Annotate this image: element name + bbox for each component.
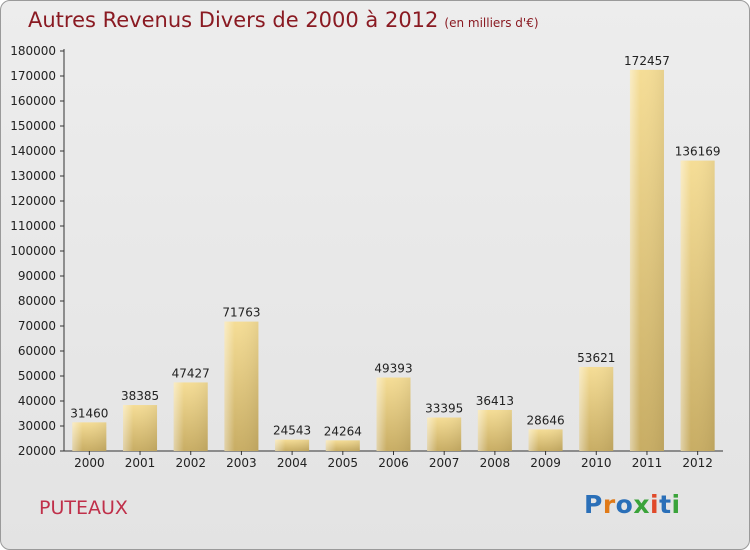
data-label: 31460 [70,406,108,420]
y-tick-label: 130000 [10,169,56,183]
y-tick-label: 30000 [18,419,56,433]
bar-shading [275,439,310,451]
data-label: 28646 [526,413,564,427]
y-tick-label: 120000 [10,194,56,208]
x-tick-label: 2004 [277,456,308,470]
y-tick-label: 150000 [10,119,56,133]
title-unit: (en milliers d'€) [444,16,539,30]
logo-letter: i [671,490,681,519]
data-label: 24543 [273,424,311,438]
data-label: 33395 [425,402,463,416]
y-tick-label: 70000 [18,319,56,333]
bar-shading [123,405,158,451]
logo-letter: i [650,490,660,519]
logo-letter: r [602,490,616,519]
y-tick-label: 60000 [18,344,56,358]
logo-letter: P [584,490,603,519]
bar-shading [629,69,664,452]
data-label: 24264 [324,424,362,438]
bar-shading [528,429,563,451]
y-tick-label: 140000 [10,144,56,158]
x-tick-label: 2005 [328,456,359,470]
x-tick-label: 2000 [74,456,105,470]
bar-shading [224,321,259,451]
location-label: PUTEAUX [39,497,128,519]
bar-shading [325,440,360,451]
data-label: 71763 [222,306,260,320]
bar-shading [427,417,462,451]
data-label: 172457 [624,54,670,68]
y-tick-label: 170000 [10,69,56,83]
data-label: 53621 [577,351,615,365]
x-tick-label: 2003 [226,456,257,470]
y-tick-label: 40000 [18,394,56,408]
x-tick-label: 2001 [125,456,156,470]
x-tick-label: 2011 [632,456,663,470]
bar-shading [579,366,614,451]
x-tick-label: 2008 [480,456,511,470]
y-tick-label: 20000 [18,444,56,458]
data-label: 47427 [172,366,210,380]
data-label: 136169 [675,145,721,159]
logo-letter: o [615,490,634,519]
x-tick-label: 2006 [378,456,409,470]
chart-title: Autres Revenus Divers de 2000 à 2012 (en … [28,8,539,32]
x-tick-label: 2012 [682,456,713,470]
data-label: 49393 [374,362,412,376]
x-tick-label: 2010 [581,456,612,470]
bar-shading [376,377,411,451]
proxiti-logo: Proxiti [584,490,681,519]
title-main: Autres Revenus Divers de 2000 à 2012 [28,8,439,32]
bar-shading [72,422,107,451]
x-tick-label: 2007 [429,456,460,470]
logo-letter: t [659,490,672,519]
data-label: 38385 [121,389,159,403]
logo-letter: x [633,490,650,519]
x-tick-label: 2009 [530,456,561,470]
bar-shading [680,160,715,451]
y-tick-label: 180000 [10,44,56,58]
data-label: 36413 [476,394,514,408]
y-tick-label: 160000 [10,94,56,108]
y-tick-label: 90000 [18,269,56,283]
y-tick-label: 80000 [18,294,56,308]
y-tick-label: 50000 [18,369,56,383]
bar-shading [477,409,512,451]
y-tick-label: 110000 [10,219,56,233]
x-tick-label: 2002 [175,456,206,470]
y-tick-label: 100000 [10,244,56,258]
bar-shading [173,382,208,451]
